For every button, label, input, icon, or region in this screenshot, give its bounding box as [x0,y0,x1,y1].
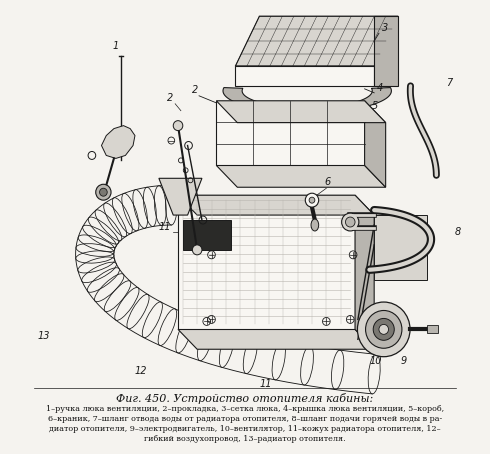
Polygon shape [178,195,374,215]
Text: 7: 7 [446,78,452,88]
Ellipse shape [379,325,389,334]
Text: 13: 13 [37,331,50,341]
Ellipse shape [366,311,402,348]
Text: Фиг. 450. Устройство отопителя кабины:: Фиг. 450. Устройство отопителя кабины: [117,393,374,404]
Polygon shape [178,195,355,329]
Bar [374,215,427,280]
Circle shape [309,197,315,203]
Polygon shape [159,178,202,215]
Text: 3: 3 [382,23,388,33]
Circle shape [99,188,107,196]
Polygon shape [223,88,392,113]
Polygon shape [216,101,365,165]
Text: 12: 12 [135,366,147,376]
Polygon shape [235,66,374,86]
Circle shape [173,121,183,131]
Polygon shape [365,101,386,187]
Polygon shape [216,101,386,123]
Circle shape [342,213,359,231]
Text: 1: 1 [113,41,119,51]
Text: 6: 6 [324,177,331,187]
Polygon shape [101,126,135,158]
Circle shape [96,184,111,200]
Text: 10: 10 [369,356,382,366]
Text: 2: 2 [193,85,198,95]
Text: 1–ручка люка вентиляции, 2–прокладка, 3–сетка люка, 4–крышка люка вентиляции, 5–: 1–ручка люка вентиляции, 2–прокладка, 3–… [46,405,444,413]
Text: 6–краник, 7–шланг отвода воды от радиатора отопителя, 8–шланг подачи горячей вод: 6–краник, 7–шланг отвода воды от радиато… [48,415,442,423]
Text: 9: 9 [401,356,407,366]
Bar [427,326,438,333]
Circle shape [193,245,202,255]
Text: 8: 8 [455,227,461,237]
Text: гибкий воздухопровод, 13–радиатор отопителя.: гибкий воздухопровод, 13–радиатор отопит… [144,435,346,443]
Polygon shape [235,16,398,66]
Circle shape [305,193,318,207]
Circle shape [345,217,355,227]
Polygon shape [178,329,374,349]
Text: 2: 2 [167,93,173,103]
Polygon shape [216,165,386,187]
Polygon shape [355,195,374,349]
Text: 4: 4 [377,83,383,93]
Text: диатор отопителя, 9–электродвигатель, 10–вентилятор, 11–кожух радиатора отопител: диатор отопителя, 9–электродвигатель, 10… [49,425,441,433]
Text: 5: 5 [372,101,378,111]
Polygon shape [183,220,231,250]
Polygon shape [374,16,398,86]
Text: 11: 11 [159,222,171,232]
Ellipse shape [311,219,318,231]
Text: 11: 11 [259,379,272,389]
Ellipse shape [357,302,410,357]
Ellipse shape [373,318,394,340]
